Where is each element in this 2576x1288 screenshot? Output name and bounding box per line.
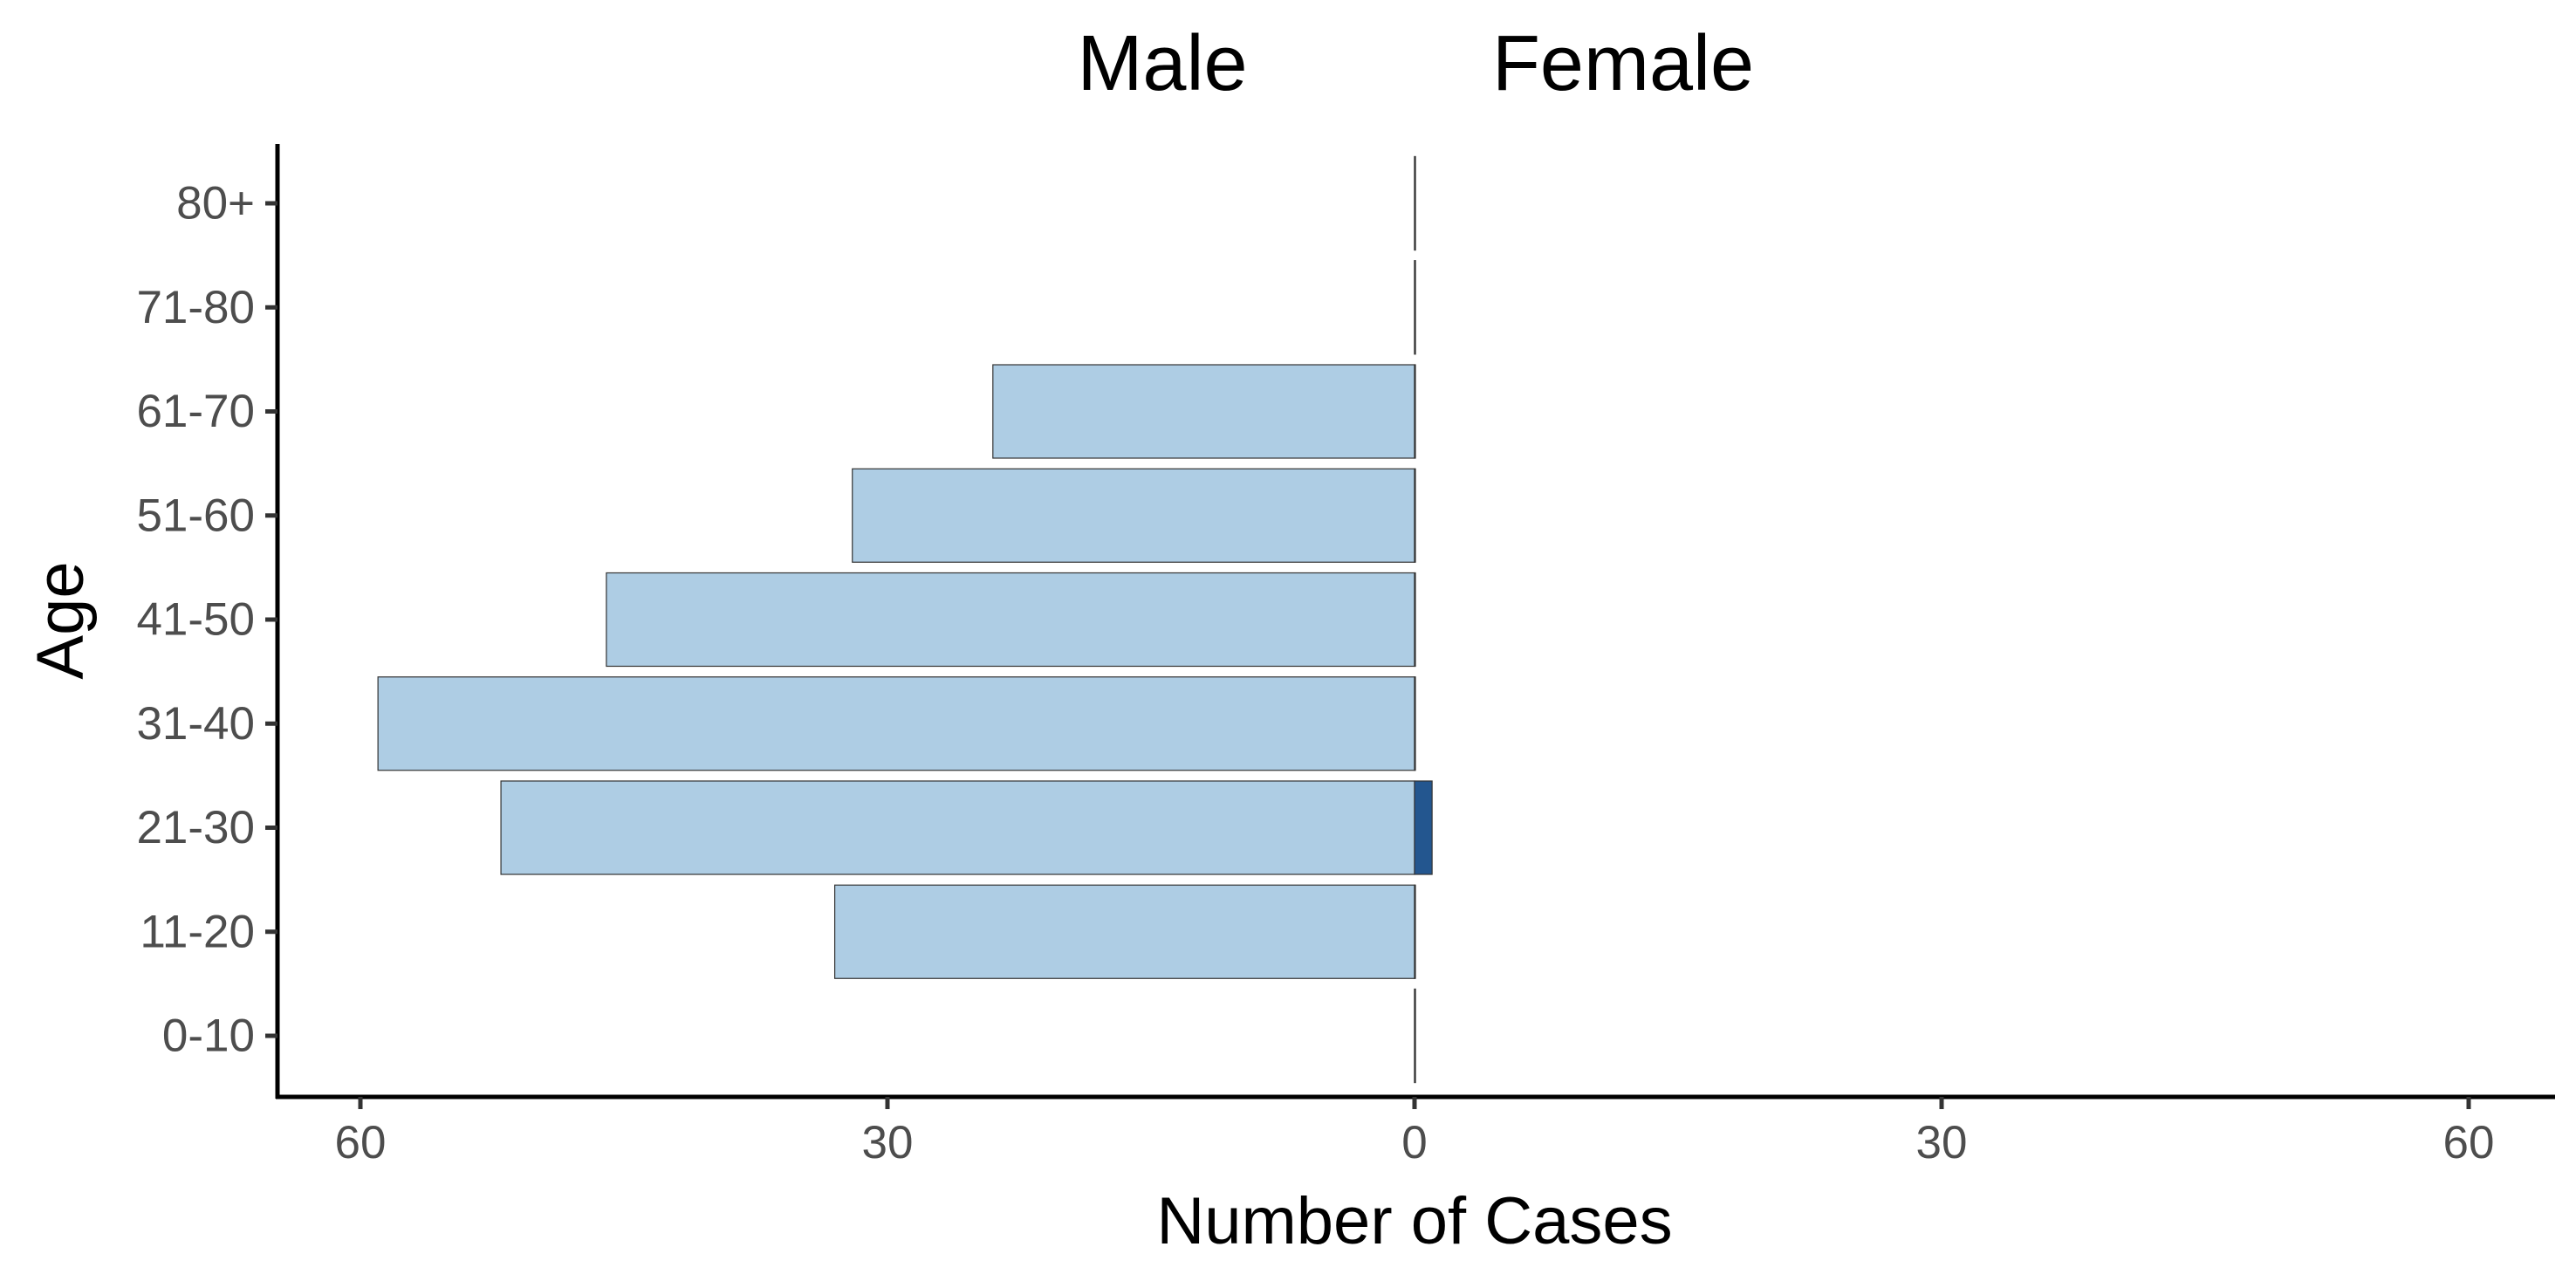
x-tick-label: 60	[2443, 1117, 2495, 1168]
y-tick-label: 71-80	[136, 282, 255, 333]
y-tick-label: 11-20	[140, 906, 255, 957]
y-tick-label: 51-60	[136, 490, 255, 541]
bar-female-21-30	[1414, 780, 1433, 875]
group-title-female: Female	[1492, 20, 1754, 107]
y-tick-label: 21-30	[136, 802, 255, 853]
y-tick-label: 41-50	[136, 594, 255, 646]
y-axis-title: Age	[24, 561, 98, 679]
y-tick-label: 31-40	[136, 698, 255, 750]
x-tick-label: 30	[862, 1117, 914, 1168]
bar-male-41-50	[606, 572, 1415, 668]
y-tick-label: 61-70	[136, 386, 255, 437]
bar-male-21-30	[500, 780, 1415, 875]
axes-layer	[265, 144, 2555, 1109]
bar-male-51-60	[852, 468, 1415, 563]
bar-male-31-40	[377, 676, 1415, 771]
x-tick-label: 0	[1401, 1117, 1427, 1168]
y-tick-label: 0-10	[162, 1011, 255, 1062]
x-tick-label: 60	[335, 1117, 387, 1168]
y-tick-label: 80+	[176, 178, 255, 230]
x-axis-title: Number of Cases	[1156, 1184, 1672, 1258]
bar-male-61-70	[992, 364, 1415, 459]
group-title-male: Male	[1077, 20, 1247, 107]
labels-layer: 0-10 11-20 21-30 31-40 41-50 51-60 61-70 71-80 8…	[24, 20, 2494, 1258]
bar-male-11-20	[833, 884, 1415, 979]
x-tick-label: 30	[1916, 1117, 1968, 1168]
bars-layer	[377, 155, 1433, 1084]
